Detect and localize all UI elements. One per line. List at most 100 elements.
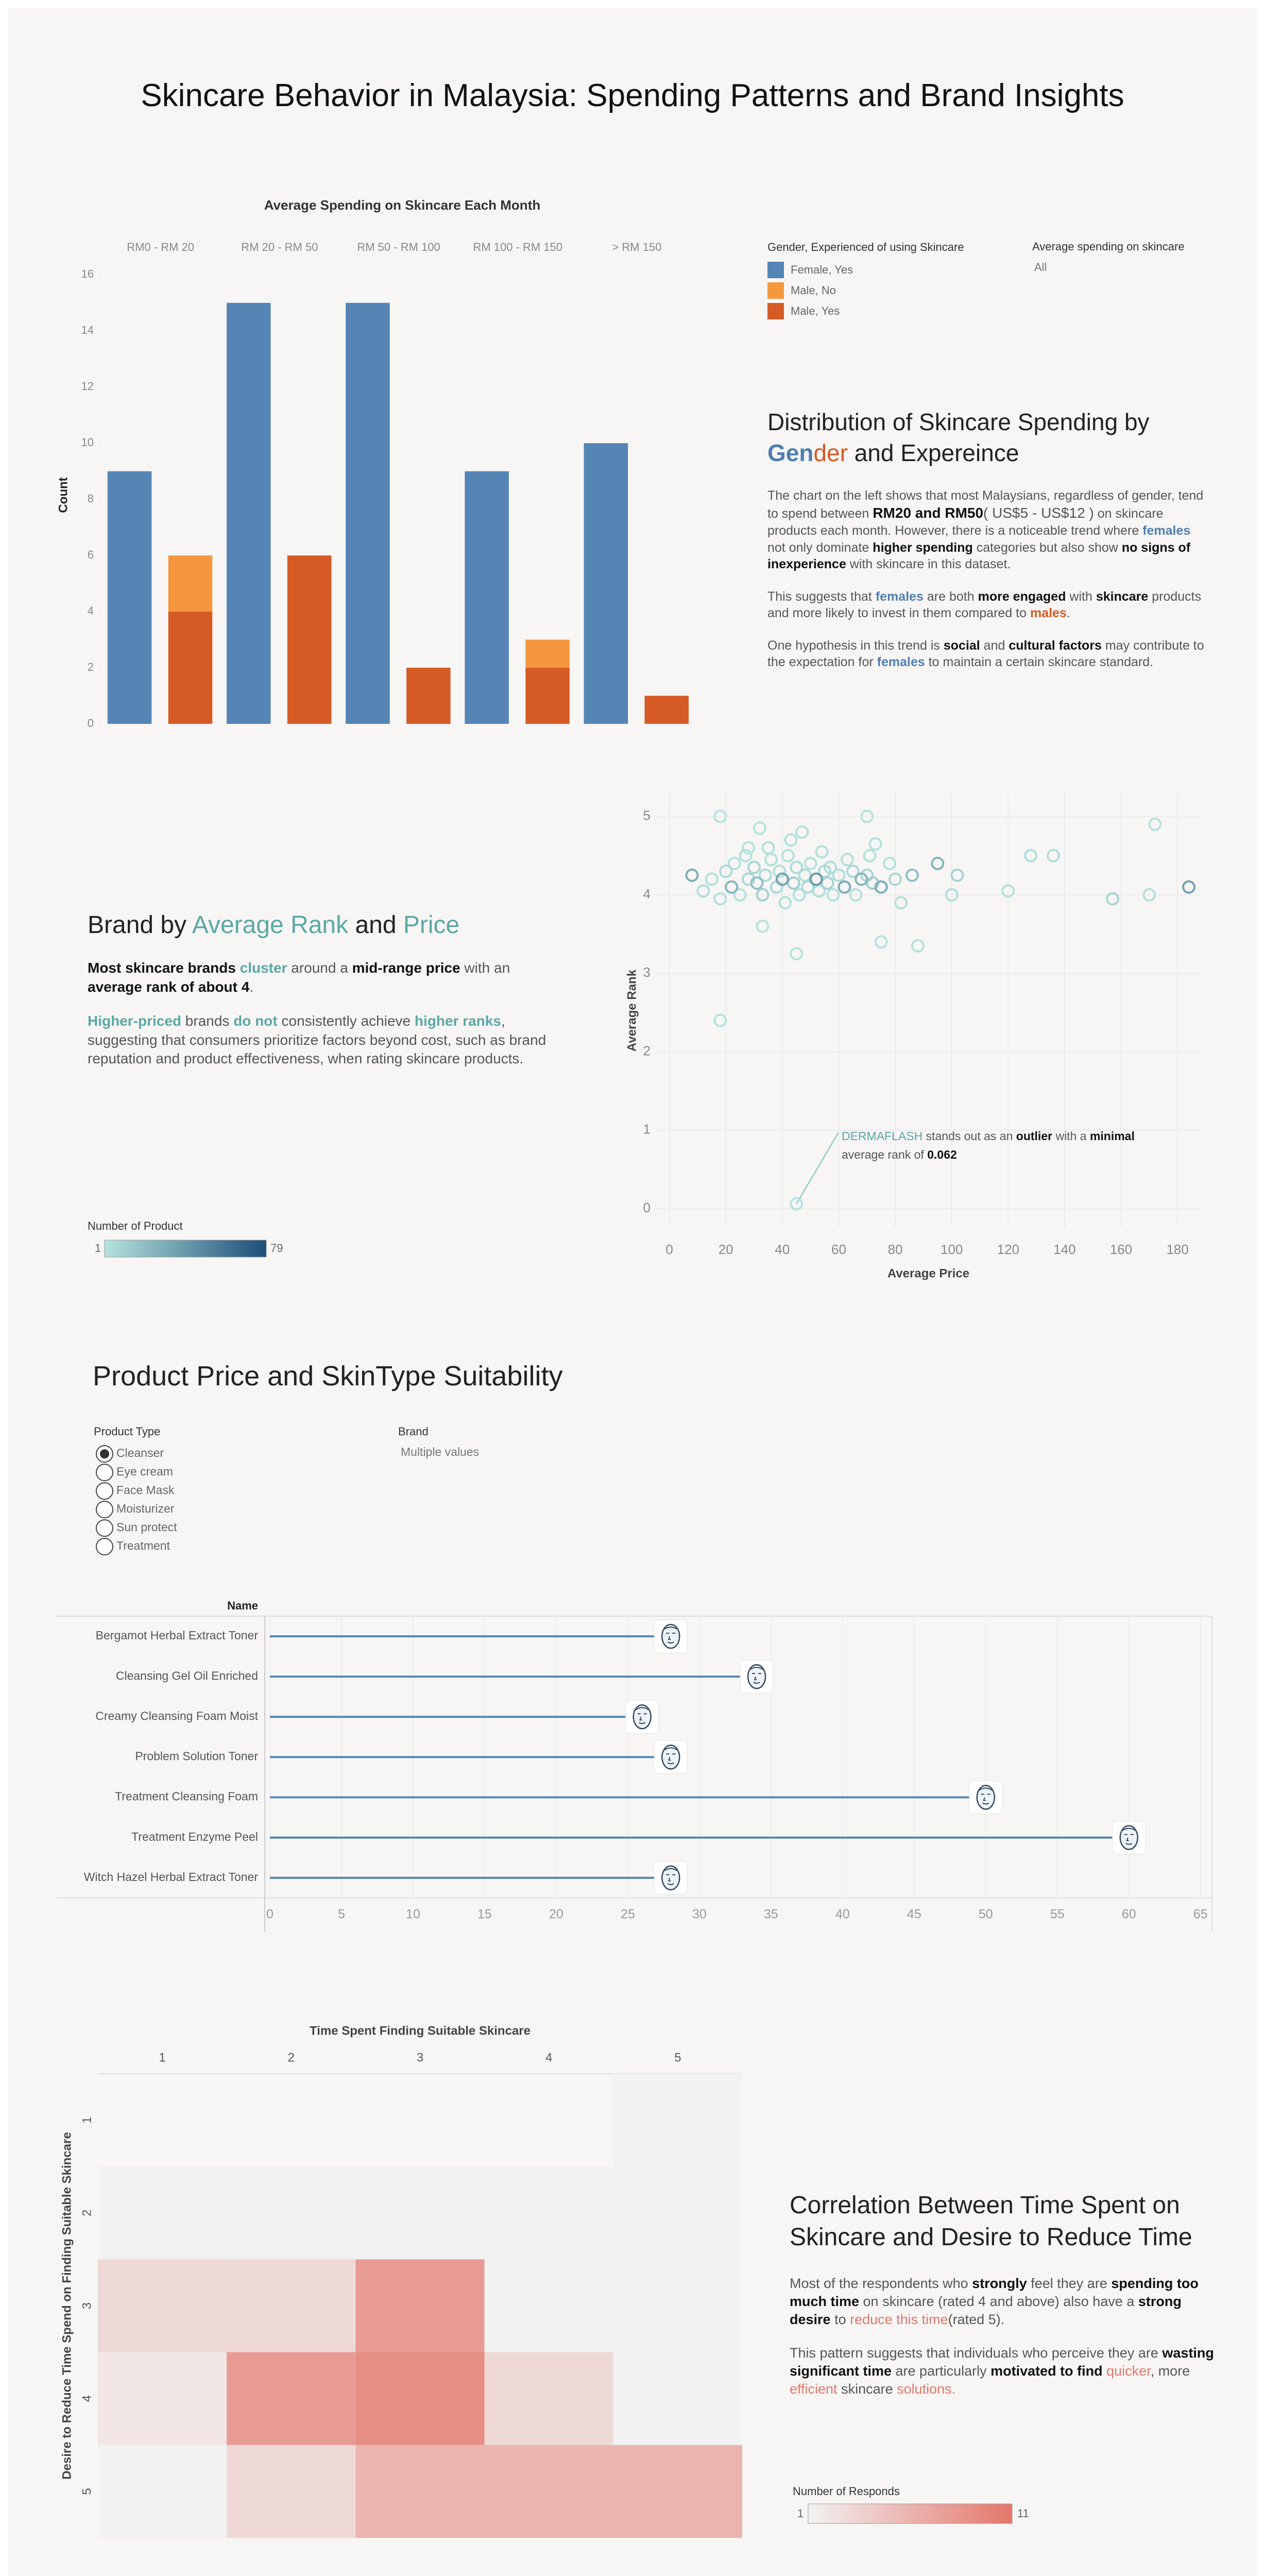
- insight-paragraph: The chart on the left shows that most Ma…: [767, 487, 1205, 573]
- scatter-point: [931, 857, 945, 871]
- x-tick-label: 25: [621, 1907, 635, 1922]
- text-run: males: [1030, 606, 1067, 621]
- x-tick-label: 160: [1110, 1242, 1132, 1257]
- heatmap-cell: [355, 2445, 485, 2538]
- y-tick-label: 2: [643, 1043, 651, 1058]
- text-run: skincare: [837, 2381, 897, 2397]
- x-tick-label: 20: [719, 1242, 733, 1257]
- text-run: and: [348, 911, 403, 939]
- text-run: with: [1066, 589, 1096, 604]
- row-label: Witch Hazel Herbal Extract Toner: [84, 1870, 259, 1884]
- text-run: strongly: [972, 2275, 1027, 2291]
- text-run: on skincare (rated 4 and above) also hav…: [859, 2293, 1138, 2309]
- legend-label: Male, No: [791, 284, 836, 297]
- x-tick-label: 30: [692, 1907, 707, 1922]
- x-tick-label: 45: [907, 1907, 921, 1922]
- filter-label: Product Type: [94, 1425, 160, 1438]
- heatmap-cell: [355, 2166, 485, 2260]
- radio-option[interactable]: Face Mask: [96, 1482, 175, 1500]
- bar: [107, 471, 152, 724]
- heatmap-cell: [613, 2352, 742, 2445]
- text-run: with an: [460, 960, 510, 976]
- x-tick-label: 120: [997, 1242, 1019, 1257]
- legend-swatch: [767, 282, 784, 299]
- scatter-point: [894, 896, 908, 910]
- filter-value[interactable]: Multiple values: [401, 1445, 479, 1459]
- text-run: with skincare in this dataset.: [846, 557, 1011, 572]
- heatmap-cell: [227, 2166, 356, 2260]
- x-tick-label: 20: [549, 1907, 563, 1922]
- text-run: (rated 5).: [948, 2311, 1005, 2327]
- text-run: Visualisation by: [54, 2575, 140, 2576]
- radio-option[interactable]: Sun protect: [96, 1519, 177, 1537]
- radio-button: [96, 1501, 113, 1518]
- text-run: brands: [181, 1013, 234, 1029]
- y-category-label: 1: [80, 2116, 94, 2123]
- text-run: , suggesting that consumers prioritize f…: [88, 1013, 546, 1066]
- x-tick-label: 60: [1122, 1907, 1136, 1922]
- radio-option[interactable]: Moisturizer: [96, 1501, 175, 1518]
- annotation: DERMAFLASH stands out as an outlier with…: [842, 1129, 1135, 1143]
- x-tick-label: 50: [979, 1907, 993, 1922]
- spending-filter[interactable]: Average spending on skincare All: [1032, 240, 1185, 274]
- legend-swatch: [767, 262, 784, 278]
- y-tick-label: 4: [643, 886, 651, 902]
- annotation-run: with a: [1052, 1129, 1090, 1143]
- scatter-point: [727, 857, 741, 871]
- legend-label: Male, Yes: [791, 304, 840, 317]
- filter-value[interactable]: All: [1034, 261, 1047, 274]
- heatmap-cell: [613, 2166, 742, 2260]
- row-label: Bergamot Herbal Extract Toner: [96, 1629, 259, 1642]
- text-run: females: [875, 589, 924, 604]
- scatter-point: [874, 880, 888, 894]
- insight-heading: Distribution of Skincare Spending by Gen…: [767, 407, 1205, 469]
- text-run: categories but also show: [972, 540, 1122, 555]
- scatter-point: [792, 888, 806, 902]
- heatmap-cell: [484, 2352, 613, 2445]
- legend-swatch: [767, 303, 784, 319]
- radio-option[interactable]: Cleanser: [96, 1445, 164, 1463]
- icon-face: [1119, 1825, 1139, 1851]
- dashboard-title: Skincare Behavior in Malaysia: Spending …: [141, 78, 1124, 113]
- heatmap-cell: [227, 2259, 356, 2352]
- scatter-point: [911, 939, 925, 953]
- face-icon: [654, 1861, 688, 1895]
- scatter-point: [1148, 817, 1162, 831]
- bar: [346, 302, 390, 724]
- text-run: Lok Mei Hui 33458715: [140, 2575, 262, 2576]
- scatter-point: [840, 853, 854, 867]
- insight-paragraph: This pattern suggests that individuals w…: [790, 2344, 1222, 2398]
- face-icon: [654, 1619, 688, 1653]
- x-tick-label: 55: [1050, 1907, 1065, 1922]
- text-run: to maintain a certain skincare standard.: [925, 655, 1154, 670]
- radio-option[interactable]: Treatment: [96, 1538, 170, 1555]
- scatter-point: [761, 841, 775, 855]
- scatter-point: [770, 880, 783, 894]
- scatter-point: [775, 872, 789, 886]
- credit: Visualisation by Lok Mei Hui 33458715: [54, 2575, 871, 2576]
- radio-label: Treatment: [116, 1539, 170, 1552]
- radio-option[interactable]: Eye cream: [96, 1464, 173, 1481]
- icon-detail: [750, 1667, 763, 1684]
- scatter-point: [826, 888, 840, 902]
- text-run: motivated to find: [990, 2363, 1103, 2379]
- radio-label: Cleanser: [116, 1446, 164, 1460]
- text-run: products and more likely to invest in th…: [767, 589, 1202, 621]
- x-tick-label: 180: [1166, 1242, 1188, 1257]
- y-tick-label: 8: [88, 492, 94, 505]
- icon-face: [632, 1704, 652, 1730]
- icon-face: [661, 1865, 680, 1891]
- text-run: reduce this time: [850, 2311, 948, 2327]
- scatter-point: [809, 872, 823, 886]
- text-run: cluster: [240, 960, 287, 976]
- scatter-point: [778, 896, 792, 910]
- text-run: der: [813, 439, 848, 466]
- row-label: Creamy Cleansing Foam Moist: [95, 1709, 258, 1722]
- scatter-point: [750, 876, 764, 890]
- text-run: spending too much time: [790, 2275, 1199, 2309]
- text-run: wasting significant time: [790, 2345, 1214, 2379]
- section-title: Product Price and SkinType Suitability: [93, 1361, 563, 1392]
- scatter-point: [798, 868, 812, 882]
- x-tick-label: 0: [665, 1242, 673, 1257]
- text-run: Distribution of Skincare Spending by: [767, 409, 1150, 435]
